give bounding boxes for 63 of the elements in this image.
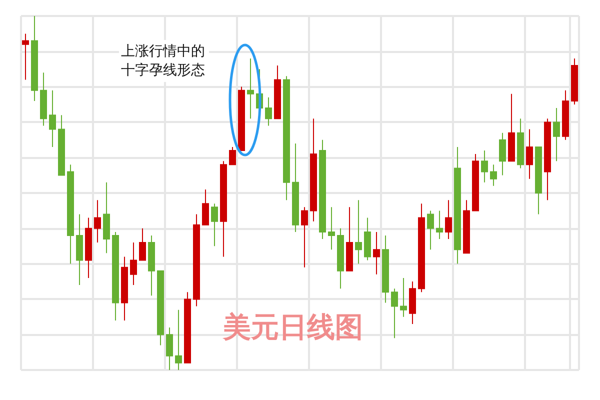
candlestick — [418, 203, 425, 293]
candlestick — [184, 292, 191, 364]
candlestick — [148, 234, 155, 296]
candlestick — [274, 65, 281, 120]
candlestick — [508, 93, 515, 162]
candlestick — [445, 200, 452, 240]
candlestick — [481, 150, 488, 183]
candlestick — [535, 146, 542, 215]
candlestick — [193, 214, 200, 307]
candlestick — [22, 33, 29, 80]
candlestick — [562, 90, 569, 140]
candlestick — [427, 210, 434, 250]
text: 美元日线图 — [222, 310, 363, 344]
candlestick — [364, 217, 371, 261]
candlestick — [265, 96, 272, 126]
candlestick — [283, 76, 290, 201]
candlestick — [436, 210, 443, 240]
candlestick — [229, 146, 236, 166]
candlestick — [301, 206, 308, 268]
candlestick — [319, 139, 326, 240]
candlestick — [346, 206, 353, 272]
candlestick — [553, 108, 560, 162]
candlestick — [373, 231, 380, 275]
candlestick — [571, 58, 578, 105]
candlestick — [400, 277, 407, 318]
candlestick — [220, 160, 227, 258]
candlestick — [112, 231, 119, 321]
candlestick — [85, 217, 92, 278]
candlestick — [526, 128, 533, 180]
candlestick — [202, 188, 209, 226]
candlestick — [49, 90, 56, 148]
candlestick — [337, 228, 344, 290]
candlestick — [94, 200, 101, 244]
candlestick — [247, 58, 254, 120]
candlestick — [517, 118, 524, 169]
candlestick — [58, 114, 65, 176]
candlestick — [463, 200, 470, 254]
candlestick — [544, 118, 551, 201]
candlestick — [409, 281, 416, 324]
candlestick — [454, 146, 461, 264]
candlestick — [292, 142, 299, 232]
candlestick — [139, 228, 146, 261]
candlestick — [355, 200, 362, 264]
candlestick — [40, 72, 47, 126]
candlestick — [31, 16, 38, 102]
candlestick — [76, 214, 83, 286]
candlestick — [328, 206, 335, 250]
candlestick — [472, 154, 479, 212]
candlestick — [238, 86, 245, 152]
candlestick — [211, 203, 218, 247]
candlestick — [157, 270, 164, 346]
candlestick — [121, 256, 128, 321]
candlestick — [175, 309, 182, 370]
candlestick — [67, 164, 74, 264]
candlestick — [130, 242, 137, 286]
candlestick — [391, 288, 398, 339]
annotation: 上涨行情中的十字孕线形态 — [121, 44, 205, 78]
candlestick — [103, 182, 110, 254]
candlestick — [490, 164, 497, 186]
candlestick — [310, 118, 317, 222]
candlestick — [166, 327, 173, 370]
candlestick — [499, 132, 506, 176]
candlestick — [382, 234, 389, 304]
